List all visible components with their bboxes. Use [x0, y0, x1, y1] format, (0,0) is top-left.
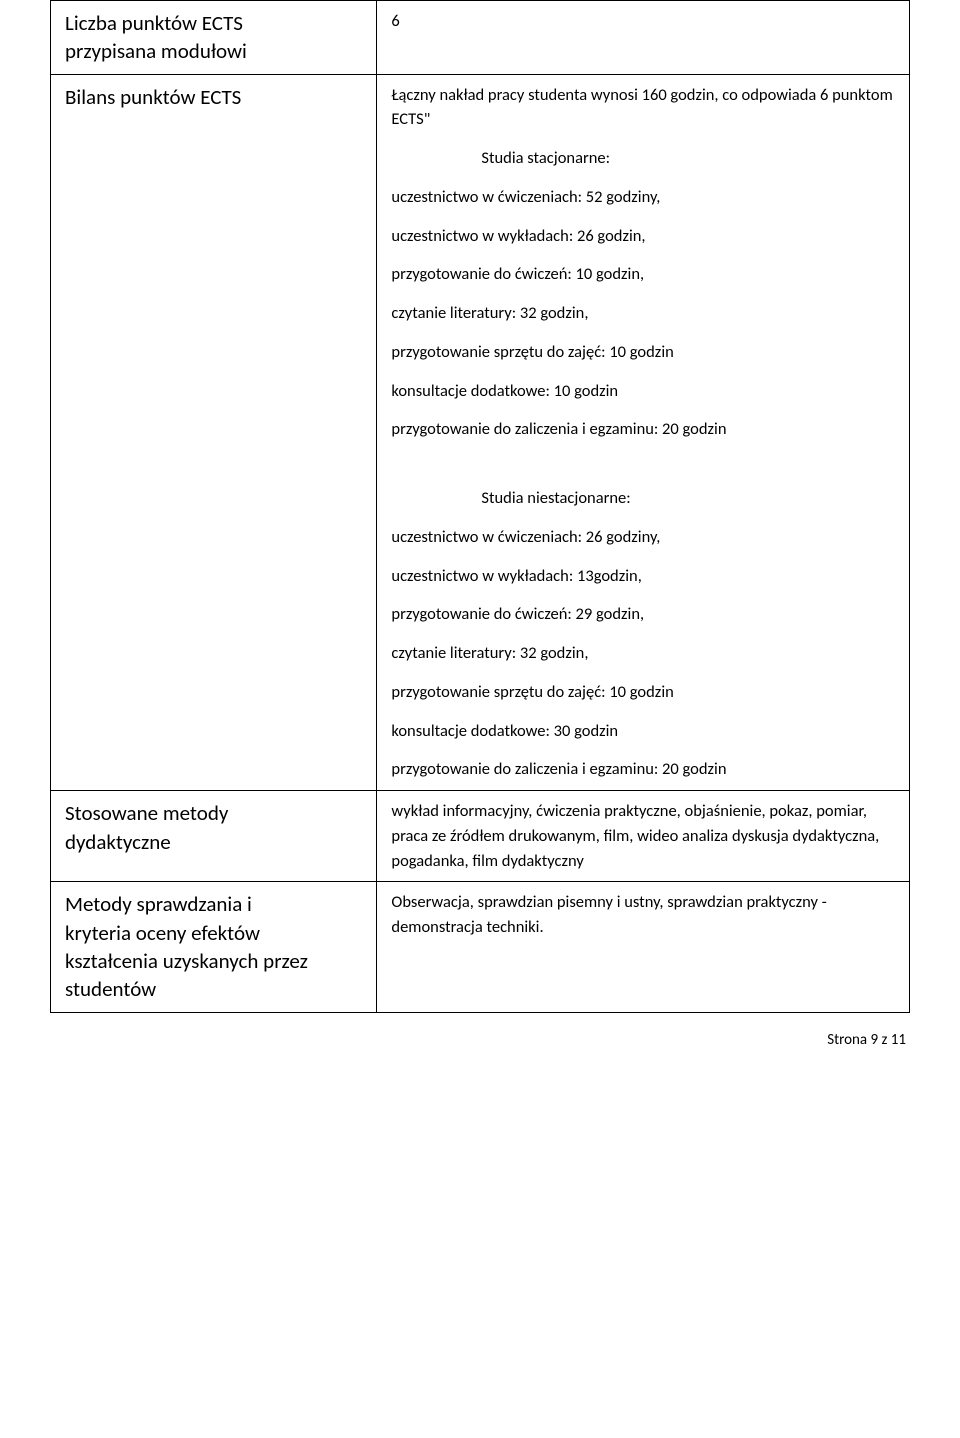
text: studentów [65, 976, 156, 1002]
list-item: uczestnictwo w wykładach: 26 godzin, [391, 224, 895, 249]
nonstationary-heading: Studia niestacjonarne: [391, 486, 895, 511]
cell-ects-points-label: Liczba punktów ECTS przypisana modułowi [51, 1, 377, 75]
list-item: czytanie literatury: 32 godzin, [391, 301, 895, 326]
text: Metody sprawdzania i [65, 891, 252, 917]
list-item: konsultacje dodatkowe: 30 godzin [391, 719, 895, 744]
table-row: Bilans punktów ECTS Łączny nakład pracy … [51, 74, 910, 791]
text: przypisana modułowi [65, 38, 247, 64]
list-item: przygotowanie do zaliczenia i egzaminu: … [391, 417, 895, 442]
text: Bilans punktów ECTS [65, 84, 241, 110]
table-row: Metody sprawdzania i kryteria oceny efek… [51, 882, 910, 1012]
document-page: Liczba punktów ECTS przypisana modułowi … [0, 0, 960, 1089]
text: 6 [391, 11, 399, 31]
cell-ects-balance-label: Bilans punktów ECTS [51, 74, 377, 791]
cell-teaching-methods-value: wykład informacyjny, ćwiczenia praktyczn… [377, 791, 910, 882]
text: kształcenia uzyskanych przez [65, 948, 308, 974]
text: Obserwacja, sprawdzian pisemny i ustny, … [391, 892, 826, 937]
list-item: przygotowanie sprzętu do zajęć: 10 godzi… [391, 340, 895, 365]
table-row: Liczba punktów ECTS przypisana modułowi … [51, 1, 910, 75]
list-item: uczestnictwo w ćwiczeniach: 52 godziny, [391, 185, 895, 210]
cell-ects-balance-value: Łączny nakład pracy studenta wynosi 160 … [377, 74, 910, 791]
page-footer: Strona 9 z 11 [50, 1013, 910, 1049]
text: wykład informacyjny, ćwiczenia praktyczn… [391, 801, 879, 871]
table-row: Stosowane metody dydaktyczne wykład info… [51, 791, 910, 882]
summary-text: Łączny nakład pracy studenta wynosi 160 … [391, 83, 895, 133]
text: Stosowane metody [65, 800, 228, 826]
list-item: konsultacje dodatkowe: 10 godzin [391, 379, 895, 404]
spacer [391, 456, 895, 486]
list-item: uczestnictwo w ćwiczeniach: 26 godziny, [391, 525, 895, 550]
list-item: przygotowanie do ćwiczeń: 10 godzin, [391, 262, 895, 287]
list-item: przygotowanie do ćwiczeń: 29 godzin, [391, 602, 895, 627]
list-item: czytanie literatury: 32 godzin, [391, 641, 895, 666]
text: Liczba punktów ECTS [65, 10, 243, 36]
cell-teaching-methods-label: Stosowane metody dydaktyczne [51, 791, 377, 882]
list-item: przygotowanie do zaliczenia i egzaminu: … [391, 757, 895, 782]
cell-assessment-methods-value: Obserwacja, sprawdzian pisemny i ustny, … [377, 882, 910, 1012]
text: dydaktyczne [65, 829, 171, 855]
text: kryteria oceny efektów [65, 920, 260, 946]
cell-ects-points-value: 6 [377, 1, 910, 75]
stationary-heading: Studia stacjonarne: [391, 146, 895, 171]
syllabus-table: Liczba punktów ECTS przypisana modułowi … [50, 0, 910, 1013]
list-item: uczestnictwo w wykładach: 13godzin, [391, 564, 895, 589]
list-item: przygotowanie sprzętu do zajęć: 10 godzi… [391, 680, 895, 705]
cell-assessment-methods-label: Metody sprawdzania i kryteria oceny efek… [51, 882, 377, 1012]
